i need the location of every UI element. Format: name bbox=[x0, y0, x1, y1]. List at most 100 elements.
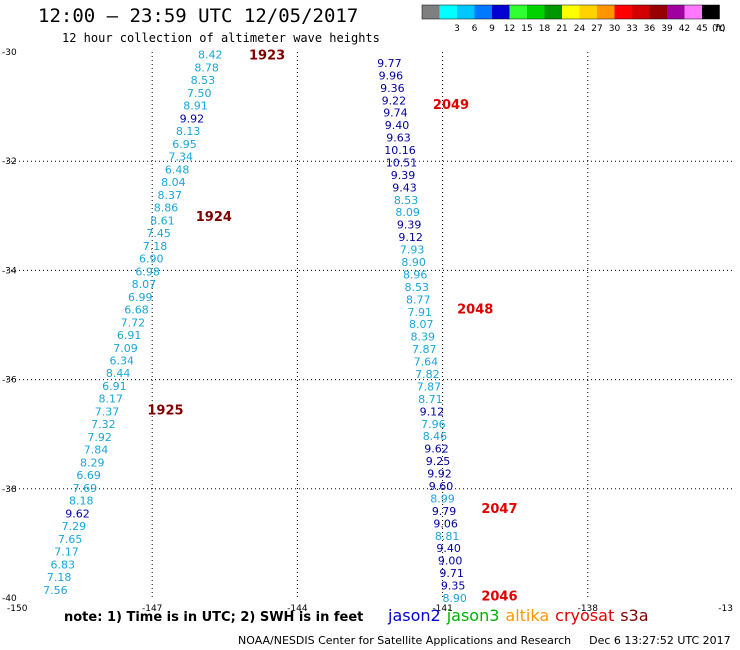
time-label: 1924 bbox=[196, 210, 232, 225]
footer: NOAA/NESDIS Center for Satellite Applica… bbox=[238, 634, 731, 647]
swh-value-jason2: 10.16 bbox=[384, 144, 416, 157]
y-tick-label: -40 bbox=[2, 594, 17, 604]
swh-value-jason3: 7.84 bbox=[84, 444, 109, 457]
swh-value-jason3: 9.92 bbox=[180, 112, 205, 125]
legend-bin-label: 30 bbox=[609, 24, 621, 34]
swh-value-jason2: 10.51 bbox=[386, 156, 418, 169]
swh-value-jason3: 6.98 bbox=[135, 265, 160, 278]
legend-swatch bbox=[527, 5, 545, 19]
swh-value-jason2: 8.46 bbox=[423, 430, 448, 443]
time-label: 2048 bbox=[457, 303, 493, 318]
swh-value-jason3: 7.32 bbox=[91, 418, 116, 431]
swh-value-jason2: 9.77 bbox=[377, 57, 402, 70]
y-tick-label: -34 bbox=[2, 266, 17, 276]
swh-value-jason2: 9.79 bbox=[432, 505, 457, 518]
swh-value-jason3: 7.56 bbox=[43, 584, 68, 597]
swh-value-jason2: 9.60 bbox=[429, 480, 454, 493]
swh-value-jason3: 7.72 bbox=[121, 316, 146, 329]
swh-value-jason2: 8.99 bbox=[430, 492, 455, 505]
swh-value-jason3: 7.17 bbox=[54, 546, 79, 559]
swh-value-jason3: 7.65 bbox=[58, 533, 83, 546]
x-tick-label: -150 bbox=[7, 604, 28, 614]
swh-value-jason3: 7.18 bbox=[47, 571, 72, 584]
swh-value-jason2: 9.22 bbox=[382, 94, 407, 107]
swh-value-jason2: 9.12 bbox=[420, 405, 445, 418]
x-tick-label: -144 bbox=[287, 604, 308, 614]
axis-ticks: -150 -147 -144 -141 -138 -13 -30 -32 -34 -36 -38 -4… bbox=[2, 48, 733, 614]
y-tick-label: -36 bbox=[2, 376, 17, 386]
legend-bin-label: 39 bbox=[661, 24, 673, 34]
swh-value-jason3: 6.91 bbox=[117, 329, 142, 342]
swh-value-jason3: 6.48 bbox=[165, 163, 190, 176]
satellite-s3a: s3a bbox=[620, 606, 649, 625]
swh-value-jason3: 8.53 bbox=[191, 74, 216, 87]
y-tick-label: -38 bbox=[2, 485, 17, 495]
legend-swatch bbox=[457, 5, 475, 19]
swh-value-jason2: 7.93 bbox=[400, 244, 425, 257]
swh-value-jason3: 6.69 bbox=[76, 469, 101, 482]
time-labels: 1923 1924 1925 2049 2048 2047 2046 bbox=[147, 49, 517, 605]
y-tick-label: -32 bbox=[2, 157, 17, 167]
swh-value-jason2: 8.07 bbox=[409, 318, 434, 331]
swh-value-jason2: 7.64 bbox=[414, 356, 439, 369]
legend-bin-label: 18 bbox=[539, 24, 551, 34]
satellite-legend: jason2 jason3 altika cryosat s3a bbox=[388, 606, 655, 625]
legend-swatch bbox=[667, 5, 685, 19]
legend-bin-label: 70 bbox=[714, 24, 726, 34]
legend-swatch bbox=[597, 5, 615, 19]
swh-value-jason3: 7.45 bbox=[146, 227, 171, 240]
legend-unit-label: (ft) bbox=[712, 24, 726, 34]
swh-value-jason3: 6.90 bbox=[139, 253, 164, 266]
swh-value-jason3: 8.04 bbox=[161, 176, 186, 189]
time-label: 1923 bbox=[249, 49, 285, 64]
note-text: note: 1) Time is in UTC; 2) SWH is in fe… bbox=[64, 610, 364, 625]
swh-value-jason2: 9.36 bbox=[380, 82, 405, 95]
swh-value-jason2: 9.06 bbox=[433, 517, 458, 530]
legend-swatch bbox=[562, 5, 580, 19]
swh-value-jason2: 8.53 bbox=[394, 194, 419, 207]
swh-value-jason2: 8.77 bbox=[406, 293, 431, 306]
time-label: 2046 bbox=[481, 589, 517, 604]
swh-value-jason2: 9.63 bbox=[386, 132, 411, 145]
legend-swatch bbox=[579, 5, 597, 19]
legend-swatch bbox=[422, 5, 440, 19]
swh-value-jason2: 7.91 bbox=[408, 306, 433, 319]
swh-value-jason2: 9.25 bbox=[426, 455, 451, 468]
legend-swatch bbox=[684, 5, 702, 19]
x-tick-label: -138 bbox=[578, 604, 599, 614]
legend-frame bbox=[421, 4, 720, 20]
footer-timestamp: Dec 6 13:27:52 UTC 2017 bbox=[589, 634, 731, 647]
satellite-altika: altika bbox=[505, 606, 550, 625]
swh-value-jason3: 6.83 bbox=[51, 558, 76, 571]
swh-value-jason2: 9.96 bbox=[379, 69, 404, 82]
swh-value-jason2: 9.39 bbox=[397, 219, 422, 232]
swh-value-jason3: 6.34 bbox=[110, 354, 135, 367]
legend-swatch bbox=[632, 5, 650, 19]
swh-value-jason2: 9.35 bbox=[441, 580, 466, 593]
legend-bin-label: 42 bbox=[679, 24, 690, 34]
legend-bin-label: 33 bbox=[626, 24, 637, 34]
time-label: 2047 bbox=[481, 502, 517, 517]
swh-value-jason3: 8.17 bbox=[98, 393, 123, 406]
swh-value-jason3: 7.09 bbox=[113, 342, 138, 355]
legend-swatch bbox=[439, 5, 457, 19]
chart-subtitle: 12 hour collection of altimeter wave hei… bbox=[62, 31, 380, 45]
legend-swatch bbox=[509, 5, 527, 19]
swh-value-jason2: 8.96 bbox=[403, 268, 428, 281]
swh-value-jason2: 8.71 bbox=[418, 393, 443, 406]
legend-swatch bbox=[649, 5, 667, 19]
time-label: 1925 bbox=[147, 404, 183, 419]
swh-value-jason3: 8.91 bbox=[183, 100, 208, 113]
swh-value-jason3: 8.86 bbox=[154, 202, 179, 215]
color-legend: 3 6 9 12 15 18 21 24 27 30 33 36 39 42 45 70(ft) bbox=[421, 4, 726, 34]
grid bbox=[7, 52, 733, 598]
swh-value-jason2: 8.90 bbox=[442, 592, 467, 605]
swh-value-jason3: 7.92 bbox=[87, 431, 112, 444]
swh-value-jason2: 9.00 bbox=[438, 555, 463, 568]
legend-swatch bbox=[474, 5, 492, 19]
legend-bin-label: 12 bbox=[504, 24, 515, 34]
swh-value-jason3: 6.91 bbox=[102, 380, 127, 393]
legend-swatch bbox=[614, 5, 632, 19]
legend-bin-label: 21 bbox=[556, 24, 567, 34]
